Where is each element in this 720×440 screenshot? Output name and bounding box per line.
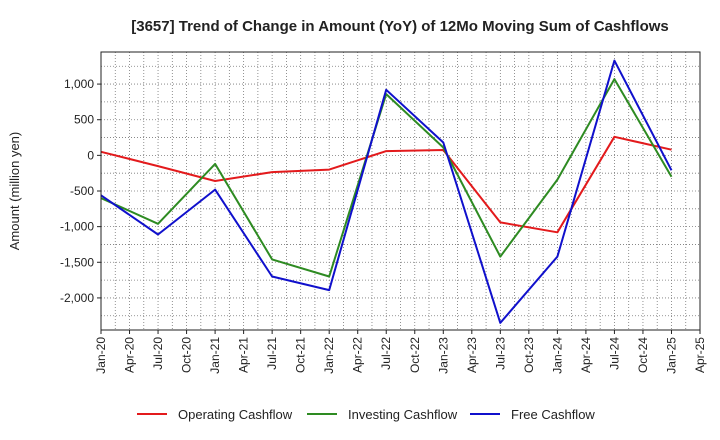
x-tick-label: Jan-24	[550, 337, 564, 374]
x-tick-label: Oct-22	[408, 337, 422, 373]
y-axis-ticks: 1,000 500 0 -500 -1,000 -1,500 -2,000	[60, 77, 101, 305]
y-tick-label: -1,000	[60, 220, 94, 234]
x-tick-label: Jul-24	[607, 337, 621, 370]
x-tick-label: Jul-21	[265, 337, 279, 370]
x-tick-label: Jul-20	[151, 337, 165, 370]
x-tick-label: Jan-22	[322, 337, 336, 374]
x-tick-label: Apr-23	[465, 337, 479, 373]
x-tick-label: Jan-21	[208, 337, 222, 374]
x-axis-ticks: Jan-20 Apr-20 Jul-20 Oct-20 Jan-21 Apr-21 Jul-…	[94, 330, 707, 374]
x-tick-label: Apr-22	[351, 337, 365, 373]
x-tick-label: Jan-25	[664, 337, 678, 374]
x-tick-label: Oct-20	[180, 337, 194, 373]
x-tick-label: Apr-21	[237, 337, 251, 373]
x-tick-label: Oct-23	[522, 337, 536, 373]
legend-label: Free Cashflow	[511, 407, 595, 422]
y-tick-label: -2,000	[60, 291, 94, 305]
x-tick-label: Apr-25	[693, 337, 707, 373]
chart-title: [3657] Trend of Change in Amount (YoY) o…	[131, 18, 669, 35]
plot-frame	[100, 51, 701, 331]
x-tick-label: Apr-20	[123, 337, 137, 373]
series-lines	[100, 59, 673, 324]
y-tick-label: 500	[74, 113, 94, 127]
y-tick-label: 1,000	[64, 77, 94, 91]
legend-label: Investing Cashflow	[348, 407, 458, 422]
x-tick-label: Jan-20	[94, 337, 108, 374]
x-tick-label: Apr-24	[579, 337, 593, 373]
x-tick-label: Oct-21	[294, 337, 308, 373]
grid	[100, 52, 701, 330]
series-line-free-cashflow	[100, 59, 673, 324]
x-tick-label: Jul-22	[379, 337, 393, 370]
series-line-operating-cashflow	[100, 135, 672, 234]
y-tick-label: -1,500	[60, 255, 94, 269]
y-tick-label: -500	[70, 184, 94, 198]
y-axis-label: Amount (million yen)	[7, 132, 22, 251]
x-tick-label: Jul-23	[493, 337, 507, 370]
x-tick-label: Oct-24	[636, 337, 650, 373]
legend-label: Operating Cashflow	[178, 407, 293, 422]
legend: Operating Cashflow Investing Cashflow Free…	[137, 407, 595, 422]
x-tick-label: Jan-23	[436, 337, 450, 374]
series-line-investing-cashflow	[100, 78, 673, 278]
y-tick-label: 0	[87, 148, 94, 162]
